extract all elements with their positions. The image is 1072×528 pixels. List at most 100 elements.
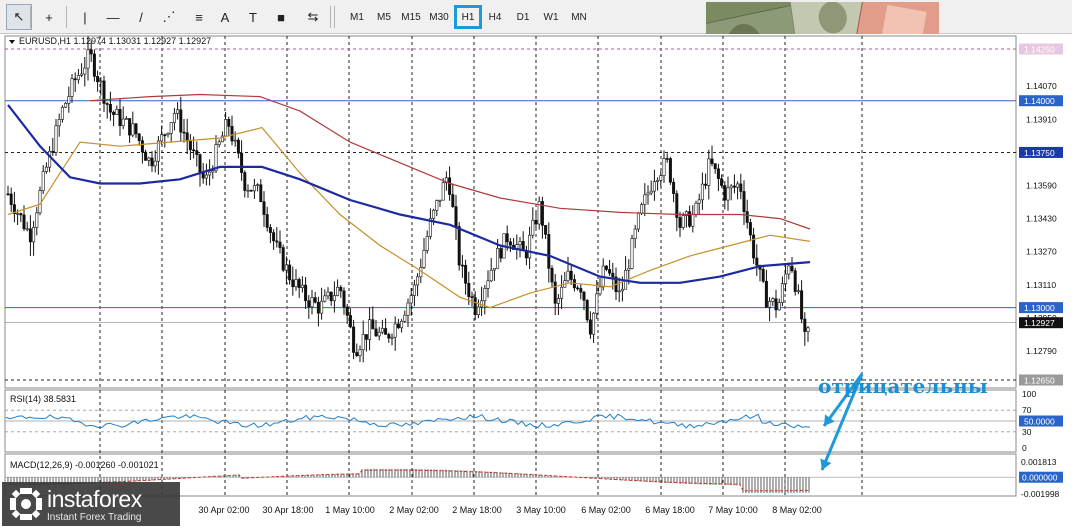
chart-area[interactable]: RSI(14) 38.5831 100 70 50.0000 30 0 MACD(12,2… (0, 34, 1072, 528)
cursor-icon[interactable]: ↖ (6, 4, 32, 30)
candle-bear (240, 152, 244, 173)
candlestick-series (6, 36, 810, 363)
candle-bull (208, 171, 212, 176)
timeframe-m15[interactable]: M15 (401, 11, 421, 23)
candle-bull (400, 320, 404, 329)
candle-bear (272, 232, 276, 242)
candle-bull (70, 78, 74, 97)
timeframe-m30[interactable]: M30 (429, 11, 449, 23)
candle-bear (288, 264, 292, 281)
candle-bull (630, 238, 634, 269)
price-tick: 1.13430 (1026, 214, 1057, 224)
macd-label: MACD(12,26,9) -0.001260 -0.001021 (10, 460, 159, 470)
candle-bull (326, 291, 330, 297)
candle-bull (681, 215, 685, 228)
candle-bull (518, 241, 522, 246)
rsi-tick: 30 (1022, 427, 1032, 437)
candle-bull (422, 250, 426, 268)
candle-bull (486, 280, 490, 289)
price-level-label: 1.14250 (1024, 45, 1055, 55)
trendline-icon[interactable]: / (139, 9, 143, 25)
timeframe-d1[interactable]: D1 (516, 11, 530, 23)
candle-bear (297, 279, 301, 288)
candle-bull (160, 134, 164, 142)
candle-bear (243, 172, 247, 191)
candle-bear (544, 225, 548, 235)
logo-icon (10, 488, 42, 520)
candle-bear (742, 191, 746, 212)
candle-bull (627, 268, 631, 271)
timeframe-h4[interactable]: H4 (488, 11, 502, 23)
candle-bear (748, 222, 752, 236)
candle-bull (358, 349, 362, 357)
candle-bull (595, 293, 599, 314)
candle-bull (336, 286, 340, 296)
candle-bull (147, 157, 151, 161)
candle-bull (246, 189, 250, 192)
candle-bull (99, 80, 103, 83)
rectangle-icon[interactable]: ■ (277, 9, 285, 25)
candle-bull (220, 135, 224, 143)
candle-bear (448, 177, 452, 195)
timeframe-h1[interactable]: H1 (454, 5, 482, 29)
symbol-dropdown-icon[interactable] (9, 40, 15, 44)
candle-bull (115, 109, 119, 115)
text-label-icon[interactable]: T (249, 9, 257, 25)
timeframe-m1[interactable]: M1 (350, 11, 364, 23)
candle-bear (723, 185, 727, 201)
macd-signal-line (8, 469, 810, 492)
timeframe-m5[interactable]: M5 (377, 11, 391, 23)
toolbar-separator (330, 6, 331, 28)
arrows-icon[interactable]: ⇆ (307, 9, 319, 24)
macd-value-box (1019, 471, 1063, 483)
candle-bear (28, 228, 32, 243)
candle-bull (729, 185, 733, 189)
candle-bull (16, 213, 20, 215)
andrews-pitchfork-icon[interactable]: ⋰ (162, 9, 176, 24)
time-tick: 6 May 02:00 (581, 505, 631, 515)
candle-bear (739, 183, 743, 192)
text-icon[interactable]: A (220, 9, 230, 25)
candle-bull (294, 279, 298, 288)
candle-bear (118, 109, 122, 127)
candle-bear (473, 297, 477, 316)
timeframe-w1[interactable]: W1 (543, 11, 559, 23)
candle-bull (412, 284, 416, 296)
macd-pane-frame (4, 453, 1017, 497)
candle-bear (470, 296, 474, 298)
candle-bear (140, 140, 144, 153)
candle-bull (332, 295, 336, 302)
price-level-label: 1.12650 (1024, 376, 1055, 386)
candle-bull (416, 276, 420, 286)
candle-bull (640, 204, 644, 214)
candle-bear (236, 139, 240, 154)
toolbar-separator (66, 6, 67, 28)
candle-bear (732, 185, 736, 188)
candle-bear (755, 257, 759, 266)
fibonacci-icon[interactable]: ≡ (195, 9, 203, 25)
candle-bull (796, 290, 800, 293)
crosshair-icon[interactable]: + (45, 9, 53, 25)
candle-bull (643, 194, 647, 205)
candle-bear (73, 78, 77, 81)
candle-bear (22, 214, 26, 230)
candle-bear (364, 334, 368, 340)
candle-bear (268, 227, 272, 233)
candle-bear (249, 189, 253, 192)
vertical-line-icon[interactable]: | (83, 9, 87, 25)
candle-bear (352, 326, 356, 353)
candle-bear (291, 279, 295, 288)
candle-bear (678, 217, 682, 228)
price-tick: 1.13270 (1026, 247, 1057, 257)
price-tick: 1.12790 (1026, 346, 1057, 356)
timeframe-mn[interactable]: MN (571, 11, 587, 23)
candle-bull (531, 219, 535, 236)
candle-bull (684, 211, 688, 216)
horizontal-line-icon[interactable]: — (106, 9, 120, 25)
candle-bull (483, 288, 487, 302)
candle-bear (803, 318, 807, 332)
candle-bear (582, 291, 586, 301)
candle-bull (121, 118, 125, 127)
candle-bull (617, 290, 621, 293)
